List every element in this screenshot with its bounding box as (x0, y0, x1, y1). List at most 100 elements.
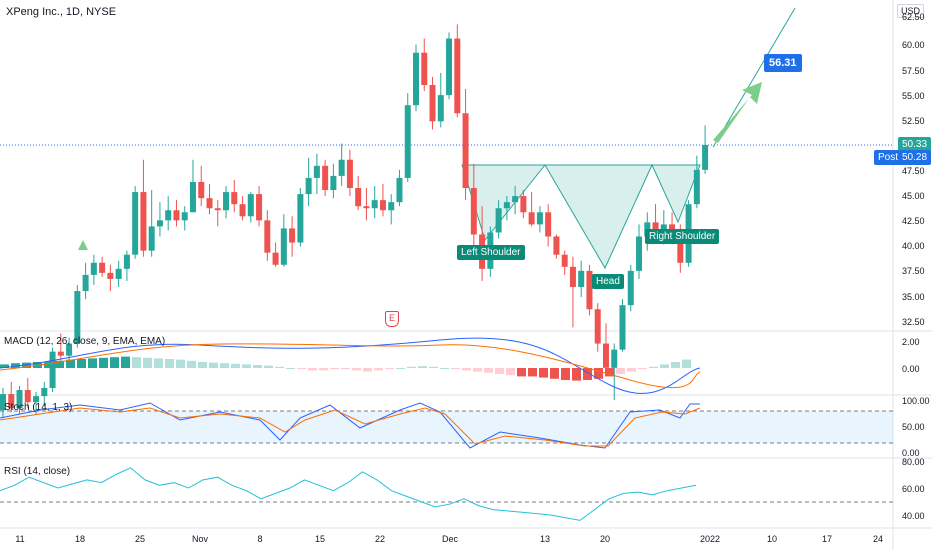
candle-body (33, 396, 40, 403)
price-tick: 35.00 (902, 292, 925, 302)
rsi-tick: 40.00 (902, 511, 925, 521)
stoch-label[interactable]: Stoch (14, 1, 3) (4, 402, 73, 413)
candle-body (305, 177, 312, 195)
candle-body (41, 388, 48, 397)
time-tick: 10 (766, 534, 778, 544)
time-tick: 13 (539, 534, 551, 544)
time-tick: Nov (191, 534, 209, 544)
candle-body (421, 52, 428, 86)
price-tick: 55.00 (902, 91, 925, 101)
macd-bar (440, 368, 449, 369)
candle-body (388, 202, 395, 211)
currency-badge[interactable]: USD (896, 4, 924, 18)
macd-bar (473, 368, 482, 372)
macd-bar (616, 368, 625, 374)
candle-body (693, 169, 700, 205)
candle-body (611, 349, 618, 368)
macd-bar (418, 366, 427, 368)
macd-bar (253, 365, 262, 368)
trend-line (712, 7, 796, 148)
rsi-tick: 60.00 (902, 484, 925, 494)
candle-body (49, 351, 56, 389)
head-label[interactable]: Head (592, 274, 624, 289)
candle-body (24, 390, 31, 403)
macd-bar (55, 360, 64, 368)
macd-bar (396, 368, 405, 369)
price-tick: 60.00 (902, 40, 925, 50)
time-tick: 18 (74, 534, 86, 544)
candle-body (553, 236, 560, 255)
rsi-tick: 80.00 (902, 457, 925, 467)
macd-bar (649, 366, 658, 368)
macd-bar (374, 368, 383, 371)
candle-body (107, 272, 114, 279)
candle-body (627, 270, 634, 306)
macd-bar (0, 364, 9, 368)
macd-bar (605, 368, 614, 377)
candle-body (198, 181, 205, 199)
candle-body (660, 224, 667, 231)
candle-body (669, 224, 676, 231)
price-tick: 57.50 (902, 66, 925, 76)
candle-body (16, 390, 23, 409)
macd-bar (550, 368, 559, 379)
candle-body (330, 175, 337, 191)
price-tick: 42.50 (902, 216, 925, 226)
candle-body (247, 194, 254, 217)
time-tick: 22 (374, 534, 386, 544)
macd-bar (132, 357, 141, 368)
candle-body (355, 188, 362, 207)
candle-body (396, 177, 403, 203)
candle-body (297, 194, 304, 243)
macd-tick: 0.00 (902, 364, 920, 374)
candle-body (569, 266, 576, 288)
macd-bar (242, 364, 251, 368)
macd-bar (561, 368, 570, 380)
candle-body (206, 198, 213, 209)
earnings-flag[interactable]: E (385, 311, 399, 327)
candle-body (586, 270, 593, 310)
time-tick: 20 (599, 534, 611, 544)
macd-bar (275, 366, 284, 368)
macd-bar (517, 368, 526, 377)
macd-bar (671, 362, 680, 368)
candle-body (223, 192, 230, 211)
macd-bar (572, 368, 581, 381)
left-shoulder-label[interactable]: Left Shoulder (457, 245, 525, 260)
macd-bar (495, 368, 504, 374)
target-price-label[interactable]: 56.31 (764, 54, 802, 72)
candle-body (652, 222, 659, 231)
rsi-label[interactable]: RSI (14, close) (4, 466, 71, 477)
macd-line (0, 337, 701, 394)
candle-body (256, 194, 263, 221)
macd-bar (352, 368, 361, 371)
symbol-title: XPeng Inc., 1D, NYSE (6, 6, 117, 18)
macd-bar (583, 368, 592, 380)
candle-body (90, 262, 97, 275)
stoch-k-line (0, 402, 700, 449)
candle-body (503, 202, 510, 209)
macd-bar (407, 366, 416, 368)
macd-label[interactable]: MACD (12, 26, close, 9, EMA, EMA) (4, 336, 166, 347)
macd-bar (198, 362, 207, 368)
price-tick: 62.50 (902, 12, 925, 22)
last-price-tag: 50.33 (898, 137, 932, 152)
candle-body (272, 252, 279, 265)
right-shoulder-label[interactable]: Right Shoulder (645, 229, 720, 244)
candle-body (66, 343, 73, 356)
macd-bar (484, 368, 493, 373)
candle-body (173, 210, 180, 221)
macd-bar (594, 368, 603, 379)
candle-body (446, 38, 453, 96)
rsi-line (0, 467, 697, 521)
candle-body (74, 291, 81, 344)
time-tick: 17 (821, 534, 833, 544)
candle-body (677, 230, 684, 263)
candle-body (495, 208, 502, 233)
macd-bar (627, 368, 636, 372)
macd-bar (385, 368, 394, 370)
macd-bar (297, 368, 306, 370)
time-tick: 8 (257, 534, 263, 544)
